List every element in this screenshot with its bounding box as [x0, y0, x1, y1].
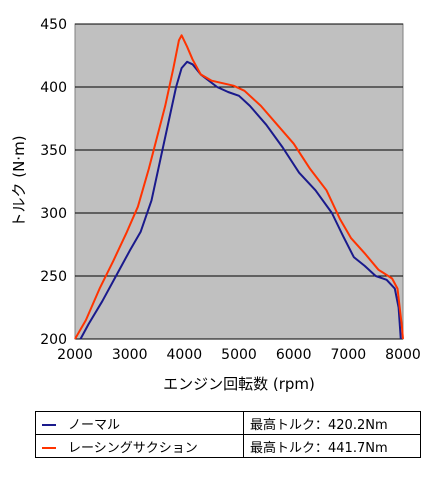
legend-row-normal: ノーマル 最高トルク：420.2Nm	[35, 411, 421, 435]
legend-table: ノーマル 最高トルク：420.2Nm レーシングサクション 最高トルク：441.…	[35, 411, 421, 458]
legend-name-cell: レーシングサクション	[35, 434, 244, 458]
x-tick-label: 6000	[276, 347, 312, 363]
series-swatch	[42, 447, 56, 449]
y-tick-label: 450	[40, 17, 67, 33]
torque-chart: 2000 3000 4000 5000 6000 7000 8000 200 250 300 35…	[10, 17, 421, 393]
legend-peak-cell: 最高トルク：420.2Nm	[243, 411, 421, 435]
legend-peak-cell: 最高トルク：441.7Nm	[243, 434, 421, 458]
x-tick-label: 2000	[57, 347, 93, 363]
y-tick-label: 400	[40, 80, 67, 96]
legend-row-racing: レーシングサクション 最高トルク：441.7Nm	[35, 434, 421, 458]
y-tick-label: 300	[40, 206, 67, 222]
x-tick-label: 4000	[167, 347, 203, 363]
x-axis-label: エンジン回転数 (rpm)	[163, 375, 315, 393]
y-axis-ticks: 200 250 300 350 400 450	[40, 17, 67, 348]
legend-series-name: レーシングサクション	[68, 440, 198, 456]
x-tick-label: 3000	[112, 347, 148, 363]
series-line-0	[79, 60, 402, 340]
x-axis-ticks: 2000 3000 4000 5000 6000 7000 8000	[57, 347, 421, 363]
gridlines	[75, 23, 403, 340]
legend-name-cell: ノーマル	[35, 411, 244, 435]
plot-area	[74, 23, 404, 340]
legend-series-name: ノーマル	[68, 417, 121, 433]
x-tick-label: 8000	[385, 347, 421, 363]
y-axis-label: トルク (N·m)	[10, 135, 28, 227]
series-layer	[74, 34, 404, 340]
y-tick-label: 250	[40, 269, 67, 285]
y-tick-label: 200	[40, 332, 67, 348]
y-tick-label: 350	[40, 143, 67, 159]
x-tick-label: 7000	[331, 347, 367, 363]
series-swatch	[42, 424, 56, 426]
x-tick-label: 5000	[221, 347, 257, 363]
series-line-1	[74, 34, 404, 340]
